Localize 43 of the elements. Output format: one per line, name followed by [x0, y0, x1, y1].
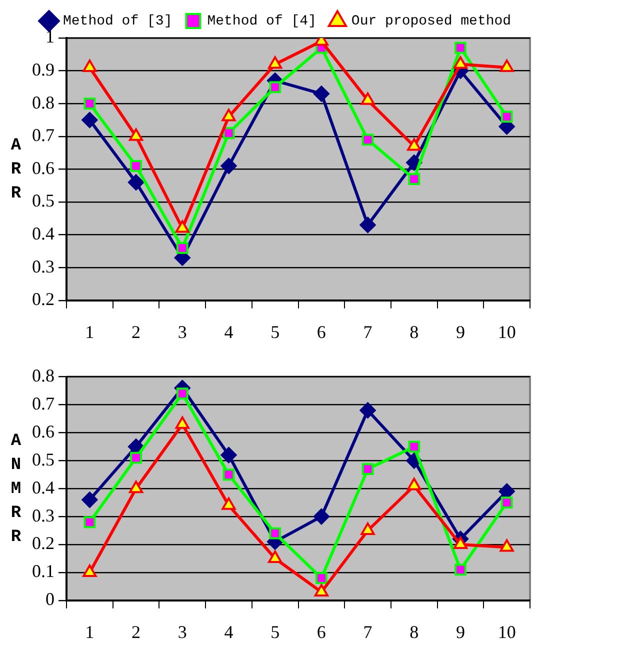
y-tick-label: 0.3 [32, 256, 54, 276]
y-tick-label: 0.5 [32, 190, 54, 211]
x-tick-label: 1 [85, 622, 94, 642]
x-tick-label: 4 [224, 322, 234, 342]
x-tick-label: 3 [178, 322, 187, 342]
x-tick-label: 2 [132, 622, 141, 642]
y-tick-label: 1 [46, 26, 54, 47]
y-tick-label: 0.8 [32, 92, 54, 112]
y-tick-label: 0.4 [32, 477, 54, 498]
x-tick-label: 7 [363, 622, 372, 642]
x-tick-label: 2 [132, 322, 141, 342]
y-tick-label: 0.7 [32, 125, 54, 146]
y-tick-label: 0.9 [32, 60, 54, 80]
x-tick-label: 6 [316, 622, 326, 642]
x-tick-label: 5 [270, 322, 280, 342]
y-axis-title: ARR [10, 136, 22, 204]
y-tick-label: 0.1 [32, 561, 54, 582]
y-tick-label: 0.4 [32, 224, 54, 244]
y-axis-title: ANMRR [10, 432, 22, 547]
x-tick-label: 10 [498, 322, 516, 342]
x-tick-label: 7 [363, 322, 372, 342]
y-tick-label: 0.7 [32, 393, 54, 414]
x-tick-label: 8 [410, 622, 419, 642]
y-tick-label: 0.2 [32, 533, 54, 554]
y-tick-label: 0.2 [32, 289, 54, 310]
x-tick-label: 4 [224, 622, 234, 642]
x-tick-label: 1 [85, 322, 94, 342]
legend-label: Our proposed method [351, 14, 512, 30]
legend-label: Method of [4] [207, 14, 316, 30]
x-tick-label: 6 [316, 322, 326, 342]
y-tick-label: 0 [46, 589, 54, 610]
x-tick-label: 10 [498, 622, 516, 642]
y-tick-label: 0.6 [32, 421, 54, 442]
y-tick-label: 0.6 [32, 158, 54, 178]
y-tick-label: 0.8 [32, 366, 54, 386]
y-tick-label: 0.5 [32, 449, 54, 470]
legend-label: Method of [3] [63, 14, 172, 30]
x-tick-label: 9 [456, 322, 465, 342]
x-tick-label: 8 [410, 322, 419, 342]
x-tick-label: 5 [270, 622, 280, 642]
x-tick-label: 9 [456, 622, 465, 642]
y-tick-label: 0.3 [32, 505, 54, 526]
x-tick-label: 3 [178, 622, 187, 642]
